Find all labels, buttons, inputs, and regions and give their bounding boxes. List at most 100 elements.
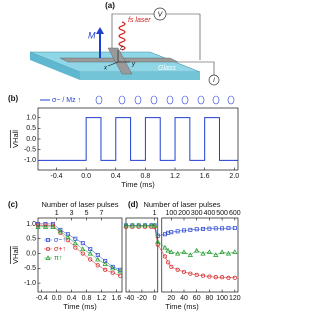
data-point: [175, 267, 180, 272]
data-point: [225, 250, 232, 256]
x-tick-label: 1.2: [170, 173, 180, 180]
data-point: [175, 250, 181, 256]
data-point: [213, 252, 219, 257]
data-point: [136, 222, 142, 228]
data-point: [232, 275, 237, 280]
series-line: [38, 223, 121, 271]
x-tick-label: 0.8: [141, 173, 151, 180]
x2-tick-label: 600: [229, 210, 241, 217]
data-point: [110, 265, 116, 271]
x2-tick-label: 3: [70, 210, 74, 217]
data-point: [166, 260, 171, 265]
x-tick-label: 1.6: [112, 295, 122, 302]
x2-tick-label: 300: [191, 210, 203, 217]
y-tick-label: -0.5: [24, 265, 36, 272]
wire: [178, 61, 215, 80]
data-point: [200, 250, 206, 256]
data-point: [181, 249, 187, 254]
legend-marker: [46, 238, 50, 242]
data-point: [226, 275, 231, 280]
legend-label: σ+↑: [54, 246, 66, 253]
data-point: [220, 226, 225, 231]
x-tick-label: 1.6: [200, 173, 210, 180]
x-tick-label: 100: [216, 295, 228, 302]
x-tick-label: 0.4: [67, 295, 77, 302]
x-tick-label: -40: [124, 295, 134, 302]
data-point: [162, 244, 168, 250]
data-point: [165, 247, 171, 253]
x-tick-label: 120: [229, 295, 241, 302]
x-tick-label: 2.0: [229, 173, 239, 180]
voltage-label: V: [158, 11, 164, 18]
data-point: [80, 241, 85, 246]
data-point: [220, 275, 225, 280]
laser-beam: [118, 21, 126, 51]
x-tick-label: -20: [137, 295, 147, 302]
panel-label: (c): [8, 200, 18, 209]
data-point: [117, 268, 123, 274]
data-point: [118, 273, 123, 278]
x-tick-label: 0: [153, 295, 157, 302]
data-point: [232, 249, 238, 254]
x-axis-title: Time (ms): [63, 302, 97, 311]
x-tick-label: 0.8: [82, 295, 92, 302]
x-axis-title: Time (ms): [165, 302, 199, 311]
data-point: [187, 252, 193, 257]
y-tick-label: 0.0: [26, 250, 36, 257]
data-point: [72, 240, 78, 246]
hall-bar: [107, 47, 133, 75]
y-tick-label: -1.0: [24, 157, 36, 164]
data-point: [73, 236, 78, 241]
y-tick-label: -1.0: [24, 280, 36, 287]
x2-tick-label: 500: [216, 210, 228, 217]
voltmeter: [153, 7, 167, 21]
y-tick-label: 1.0: [26, 114, 36, 121]
data-point: [169, 264, 174, 269]
plot-frame: [37, 217, 123, 293]
x-tick-label: -0.4: [36, 295, 48, 302]
legend-marker: [45, 255, 51, 260]
axis-label: z: [119, 46, 123, 52]
diagram: (a) fs laser V M Glass I x y z: [29, 1, 220, 86]
figure: (a) fs laser V M Glass I x y z -0.4 0.0 0.…: [8, 1, 241, 311]
data-point: [148, 222, 155, 228]
x-axis-title: Time (ms): [121, 180, 155, 189]
data-point: [168, 249, 174, 254]
x2-tick-label: 200: [178, 210, 190, 217]
data-point: [201, 273, 206, 278]
x2-axis-title: Number of laser pulses: [143, 200, 220, 209]
x-tick-label: 60: [193, 295, 201, 302]
data-point: [88, 257, 93, 262]
series-line: [126, 225, 235, 256]
x2-tick-label: 5: [85, 210, 89, 217]
data-point: [65, 234, 71, 240]
y-axis-title: VHall: [11, 130, 20, 148]
data-point: [213, 275, 218, 280]
legend-label: σ−↑: [54, 237, 66, 244]
data-point: [35, 224, 41, 229]
data-point: [194, 247, 200, 253]
data-point: [88, 247, 93, 252]
data-point: [226, 226, 231, 231]
magnetization-label: M: [88, 30, 96, 40]
data-point: [207, 226, 212, 231]
current-label: I: [213, 78, 215, 84]
x-tick-label: -0.4: [50, 173, 62, 180]
data-point: [155, 238, 161, 244]
series-line: [38, 117, 238, 161]
data-point: [80, 251, 85, 256]
data-point: [42, 224, 49, 229]
plot-frame: [161, 217, 239, 293]
x-tick-label: 0.4: [111, 173, 121, 180]
x-tick-label: 1.2: [97, 295, 107, 302]
data-point: [142, 222, 148, 228]
data-point: [123, 222, 129, 228]
laser-label: fs laser: [128, 17, 151, 24]
x2-tick-label: 1: [55, 210, 59, 217]
y-tick-label: 0.5: [26, 125, 36, 132]
legend-label: π↑: [54, 255, 62, 262]
data-point: [95, 263, 100, 268]
x2-tick-label: 7: [100, 210, 104, 217]
panel-label: (d): [128, 200, 139, 209]
y-tick-label: 0.5: [26, 236, 36, 243]
